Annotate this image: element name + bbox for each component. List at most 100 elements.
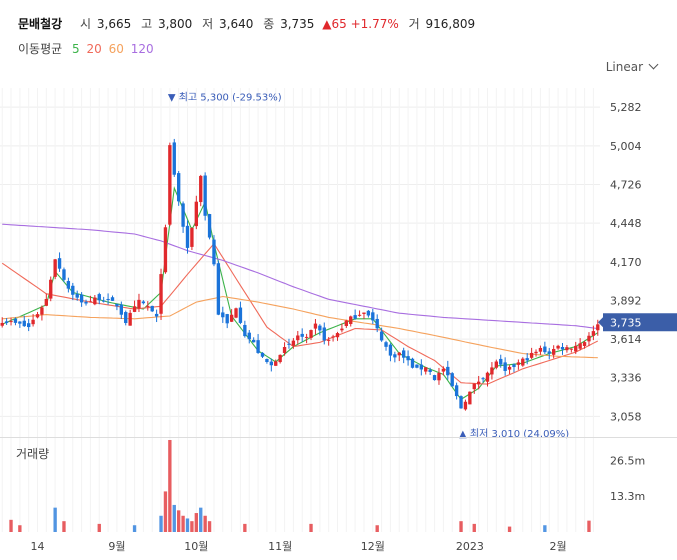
candle [340, 328, 344, 331]
candle [102, 300, 106, 302]
candle [327, 339, 331, 341]
candle [335, 333, 340, 338]
candle [565, 347, 569, 351]
candle [525, 358, 529, 361]
volume-bar [203, 515, 207, 532]
ma5-line [1, 186, 599, 401]
candles [0, 138, 600, 411]
candle [168, 145, 172, 225]
ma120-legend: 120 [130, 42, 154, 56]
candle [128, 312, 132, 326]
moving-average-label: 이동평균 [18, 42, 63, 56]
volume-bar [185, 518, 190, 532]
volume-bar [53, 507, 57, 532]
candle [521, 358, 525, 366]
candle [185, 225, 190, 248]
candle [252, 339, 256, 343]
candle [304, 336, 309, 338]
candle [163, 227, 168, 273]
change-value: 65 [331, 17, 347, 31]
candle [402, 350, 406, 358]
candle [349, 316, 353, 325]
open-label: 시 [80, 17, 92, 31]
candle [278, 354, 282, 363]
change-arrow-icon: ▲ [322, 17, 332, 31]
volume-bar [97, 523, 101, 532]
candle [397, 352, 401, 356]
max-price-annotation: ▼ 최고 5,300 (-29.53%) [168, 92, 282, 104]
candle [591, 331, 596, 336]
candle [18, 321, 22, 324]
candle [13, 318, 18, 323]
candle [477, 381, 481, 385]
candle [485, 372, 490, 382]
volume-bar [181, 515, 185, 532]
ma5-legend: 5 [72, 42, 80, 56]
candle [88, 301, 93, 303]
volume-tick-label: 13.3m [610, 490, 645, 503]
candle [269, 361, 273, 366]
candle [150, 305, 154, 312]
candle [384, 342, 388, 347]
candle [256, 340, 260, 353]
quote-header: 문배철강 시 3,665 고 3,800 저 3,640 종 3,735 ▲65… [18, 14, 475, 34]
candle [375, 318, 379, 329]
min-price-annotation: ▲ 최저 3,010 (24.09%) [459, 428, 569, 440]
volume-bars [9, 440, 591, 532]
close-value: 3,735 [280, 17, 315, 31]
volume-bar [177, 510, 181, 532]
candle [66, 281, 71, 289]
date-axis: 14 9월 10월 11월 12월 2023 2월 [31, 540, 567, 553]
volume-bar [543, 525, 547, 532]
volume-bar [168, 440, 172, 532]
candle [221, 312, 225, 318]
candle [393, 354, 397, 358]
candle [318, 325, 322, 331]
candle [300, 333, 304, 337]
candle [454, 385, 459, 397]
price-axis: 5,282 5,004 4,726 4,448 4,170 3,892 3,614 3,336… [610, 101, 642, 423]
candle [547, 351, 551, 354]
candle [353, 315, 357, 319]
volume-tick-label: 26.5m [610, 454, 645, 467]
price-tick-label: 5,282 [610, 101, 642, 114]
candle [22, 320, 26, 327]
candle [499, 358, 503, 365]
ma60-line [2, 295, 598, 359]
annotations: ▼ 최고 5,300 (-29.53%) ▲ 최저 3,010 (24.09%) 3… [168, 92, 677, 440]
volume-bar [199, 507, 203, 532]
candle [146, 305, 150, 307]
high-value: 3,800 [157, 17, 193, 31]
candle [154, 313, 159, 317]
candle [115, 303, 119, 307]
candle [31, 319, 35, 325]
candle [141, 301, 146, 304]
price-tick-label: 4,726 [610, 178, 642, 191]
candle [560, 346, 565, 350]
volume-bar [9, 519, 13, 532]
volume-bar [18, 525, 22, 532]
high-label: 고 [141, 17, 153, 31]
last-price-badge [603, 313, 677, 332]
stock-name: 문배철강 [18, 17, 63, 31]
candle [229, 314, 234, 322]
volume-bar [163, 491, 168, 532]
volume-bar [194, 513, 198, 532]
low-label: 저 [202, 17, 214, 31]
volume-bar [62, 521, 66, 532]
ma120-line [2, 223, 598, 330]
candle [512, 364, 516, 368]
candle [596, 324, 600, 331]
candle [296, 335, 300, 341]
candle [587, 335, 591, 342]
moving-average-lines [1, 186, 599, 401]
candle [507, 366, 512, 370]
candle [243, 324, 247, 337]
candle [199, 175, 203, 203]
change-percent: +1.77% [350, 17, 399, 31]
candle [459, 396, 463, 409]
candle [84, 301, 88, 304]
scale-selector[interactable]: Linear [606, 59, 659, 74]
volume-label: 거 [408, 17, 420, 31]
